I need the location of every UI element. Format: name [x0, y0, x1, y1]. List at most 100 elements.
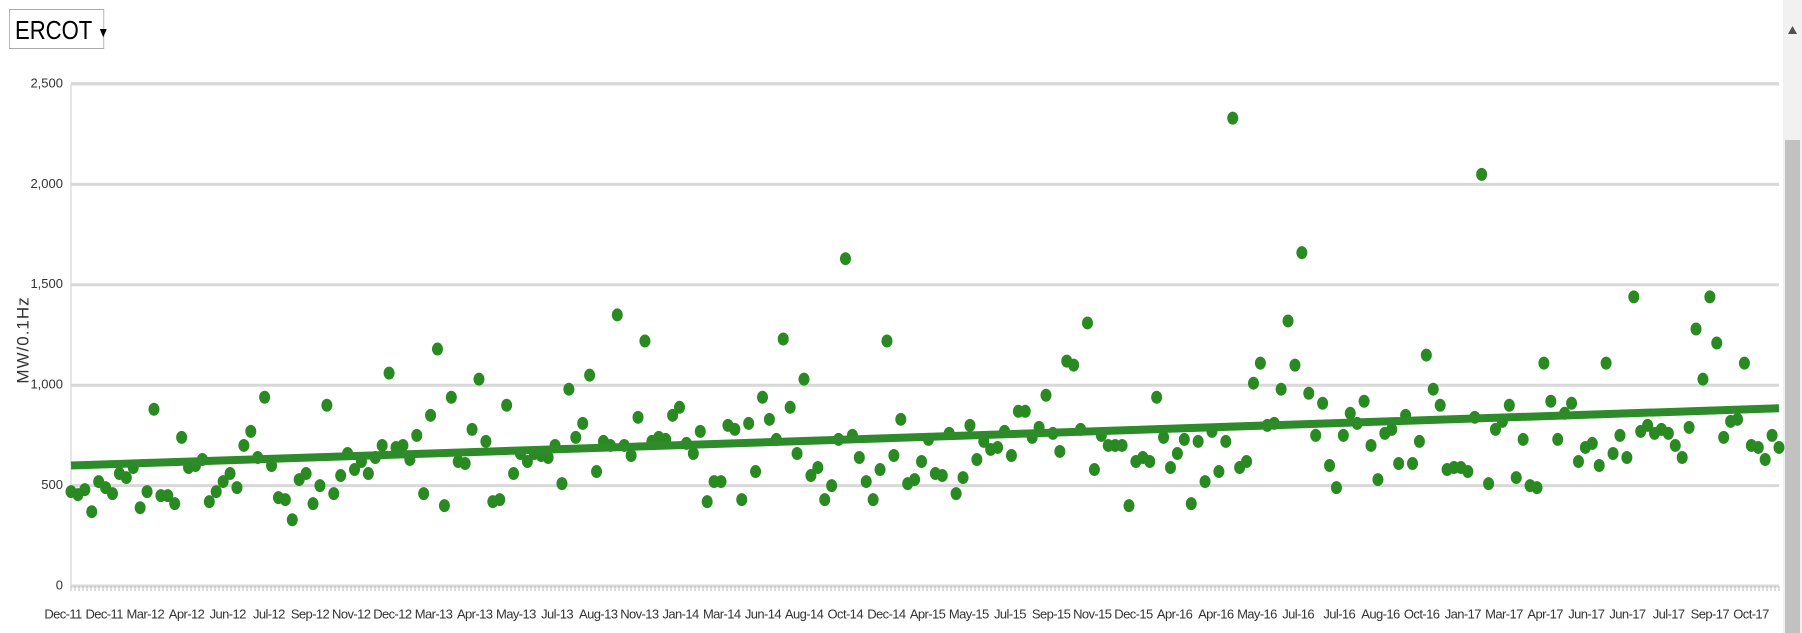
x-tick-label: Jan-17 [1445, 606, 1482, 621]
data-point [667, 408, 679, 422]
data-point [1697, 372, 1709, 386]
x-tick-label: Jun-14 [745, 606, 782, 621]
x-tick-label: Mar-12 [127, 606, 165, 621]
data-point [625, 448, 637, 462]
data-point [335, 469, 347, 483]
scroll-up-arrow[interactable] [1788, 26, 1797, 34]
data-point [1005, 448, 1017, 462]
x-tick-label: Nov-15 [1073, 606, 1112, 621]
data-point [1407, 457, 1419, 471]
x-tick-label: Nov-13 [620, 606, 659, 621]
data-point [238, 438, 250, 452]
x-tick-label: Apr-17 [1527, 606, 1563, 621]
data-point [936, 469, 948, 483]
data-point [750, 465, 762, 479]
data-point [1718, 430, 1730, 444]
data-point [763, 412, 775, 426]
data-point [791, 446, 803, 460]
x-tick-label: Aug-14 [785, 606, 824, 621]
data-point [1483, 477, 1495, 491]
scrollbar-thumb[interactable] [1785, 140, 1800, 633]
data-point [729, 422, 741, 436]
data-point [743, 416, 755, 430]
x-tick-label: Jul-16 [1323, 606, 1355, 621]
data-point [1082, 316, 1094, 330]
data-point [1303, 386, 1315, 400]
data-point [1621, 450, 1633, 464]
data-point [231, 481, 243, 495]
x-tick-label: Sep-15 [1032, 606, 1071, 621]
data-point [853, 450, 865, 464]
data-point [542, 450, 554, 464]
data-point [466, 422, 478, 436]
data-point [349, 463, 361, 477]
region-dropdown[interactable]: ERCOT ▼ [9, 9, 109, 49]
data-point [909, 473, 921, 487]
data-point [134, 501, 146, 515]
data-point [120, 471, 132, 485]
data-point [563, 382, 575, 396]
data-point [1683, 420, 1695, 434]
data-point [286, 513, 298, 527]
data-point [1752, 440, 1764, 454]
data-point [1676, 450, 1688, 464]
x-tick-label: Aug-13 [579, 606, 618, 621]
x-tick-label: Jul-17 [1653, 606, 1685, 621]
x-tick-label: Aug-16 [1361, 606, 1400, 621]
data-point [971, 452, 983, 466]
data-point [106, 487, 118, 501]
y-tick-label: 2,500 [30, 75, 63, 90]
data-point [79, 483, 91, 497]
x-tick-label: Apr-12 [169, 606, 205, 621]
data-point [148, 402, 160, 416]
data-point [895, 412, 907, 426]
data-point [1413, 434, 1425, 448]
data-point [1420, 348, 1432, 362]
data-point [176, 430, 188, 444]
data-point [639, 334, 651, 348]
data-point [1040, 388, 1052, 402]
x-tick-label: Mar-13 [415, 606, 453, 621]
data-point [1241, 455, 1253, 469]
data-point [300, 467, 312, 481]
data-point [839, 252, 851, 266]
data-point [694, 424, 706, 438]
data-point [1642, 418, 1654, 432]
data-point [217, 475, 229, 489]
x-tick-label: Mar-17 [1485, 606, 1523, 621]
y-tick-label: 1,500 [30, 276, 63, 291]
data-point [224, 467, 236, 481]
data-point [1213, 465, 1225, 479]
data-point [812, 461, 824, 475]
data-point [141, 485, 153, 499]
data-point [860, 475, 872, 489]
x-tick-label: Dec-11 [44, 606, 82, 621]
data-point [1227, 111, 1239, 125]
data-point [210, 485, 222, 499]
data-point [584, 368, 596, 382]
data-point [611, 308, 623, 322]
data-point [1759, 452, 1771, 466]
data-point [1386, 422, 1398, 436]
data-point [245, 424, 257, 438]
x-tick-label: Sep-17 [1691, 606, 1730, 621]
data-point [169, 497, 181, 511]
data-point [826, 479, 838, 493]
data-point [1517, 432, 1529, 446]
data-point [1247, 376, 1259, 390]
data-point [397, 438, 409, 452]
data-point [1531, 481, 1543, 495]
data-point [1489, 422, 1501, 436]
x-tick-label: Sep-12 [291, 606, 330, 621]
data-point [1566, 396, 1578, 410]
data-point [784, 400, 796, 414]
x-tick-label: Dec-12 [373, 606, 412, 621]
data-point [950, 487, 962, 501]
x-tick-label: Apr-15 [910, 606, 946, 621]
data-point [1344, 406, 1356, 420]
data-point [1704, 290, 1716, 304]
x-tick-label: Jul-12 [253, 606, 285, 621]
data-point [1372, 473, 1384, 487]
x-tick-label: Mar-14 [703, 606, 741, 621]
